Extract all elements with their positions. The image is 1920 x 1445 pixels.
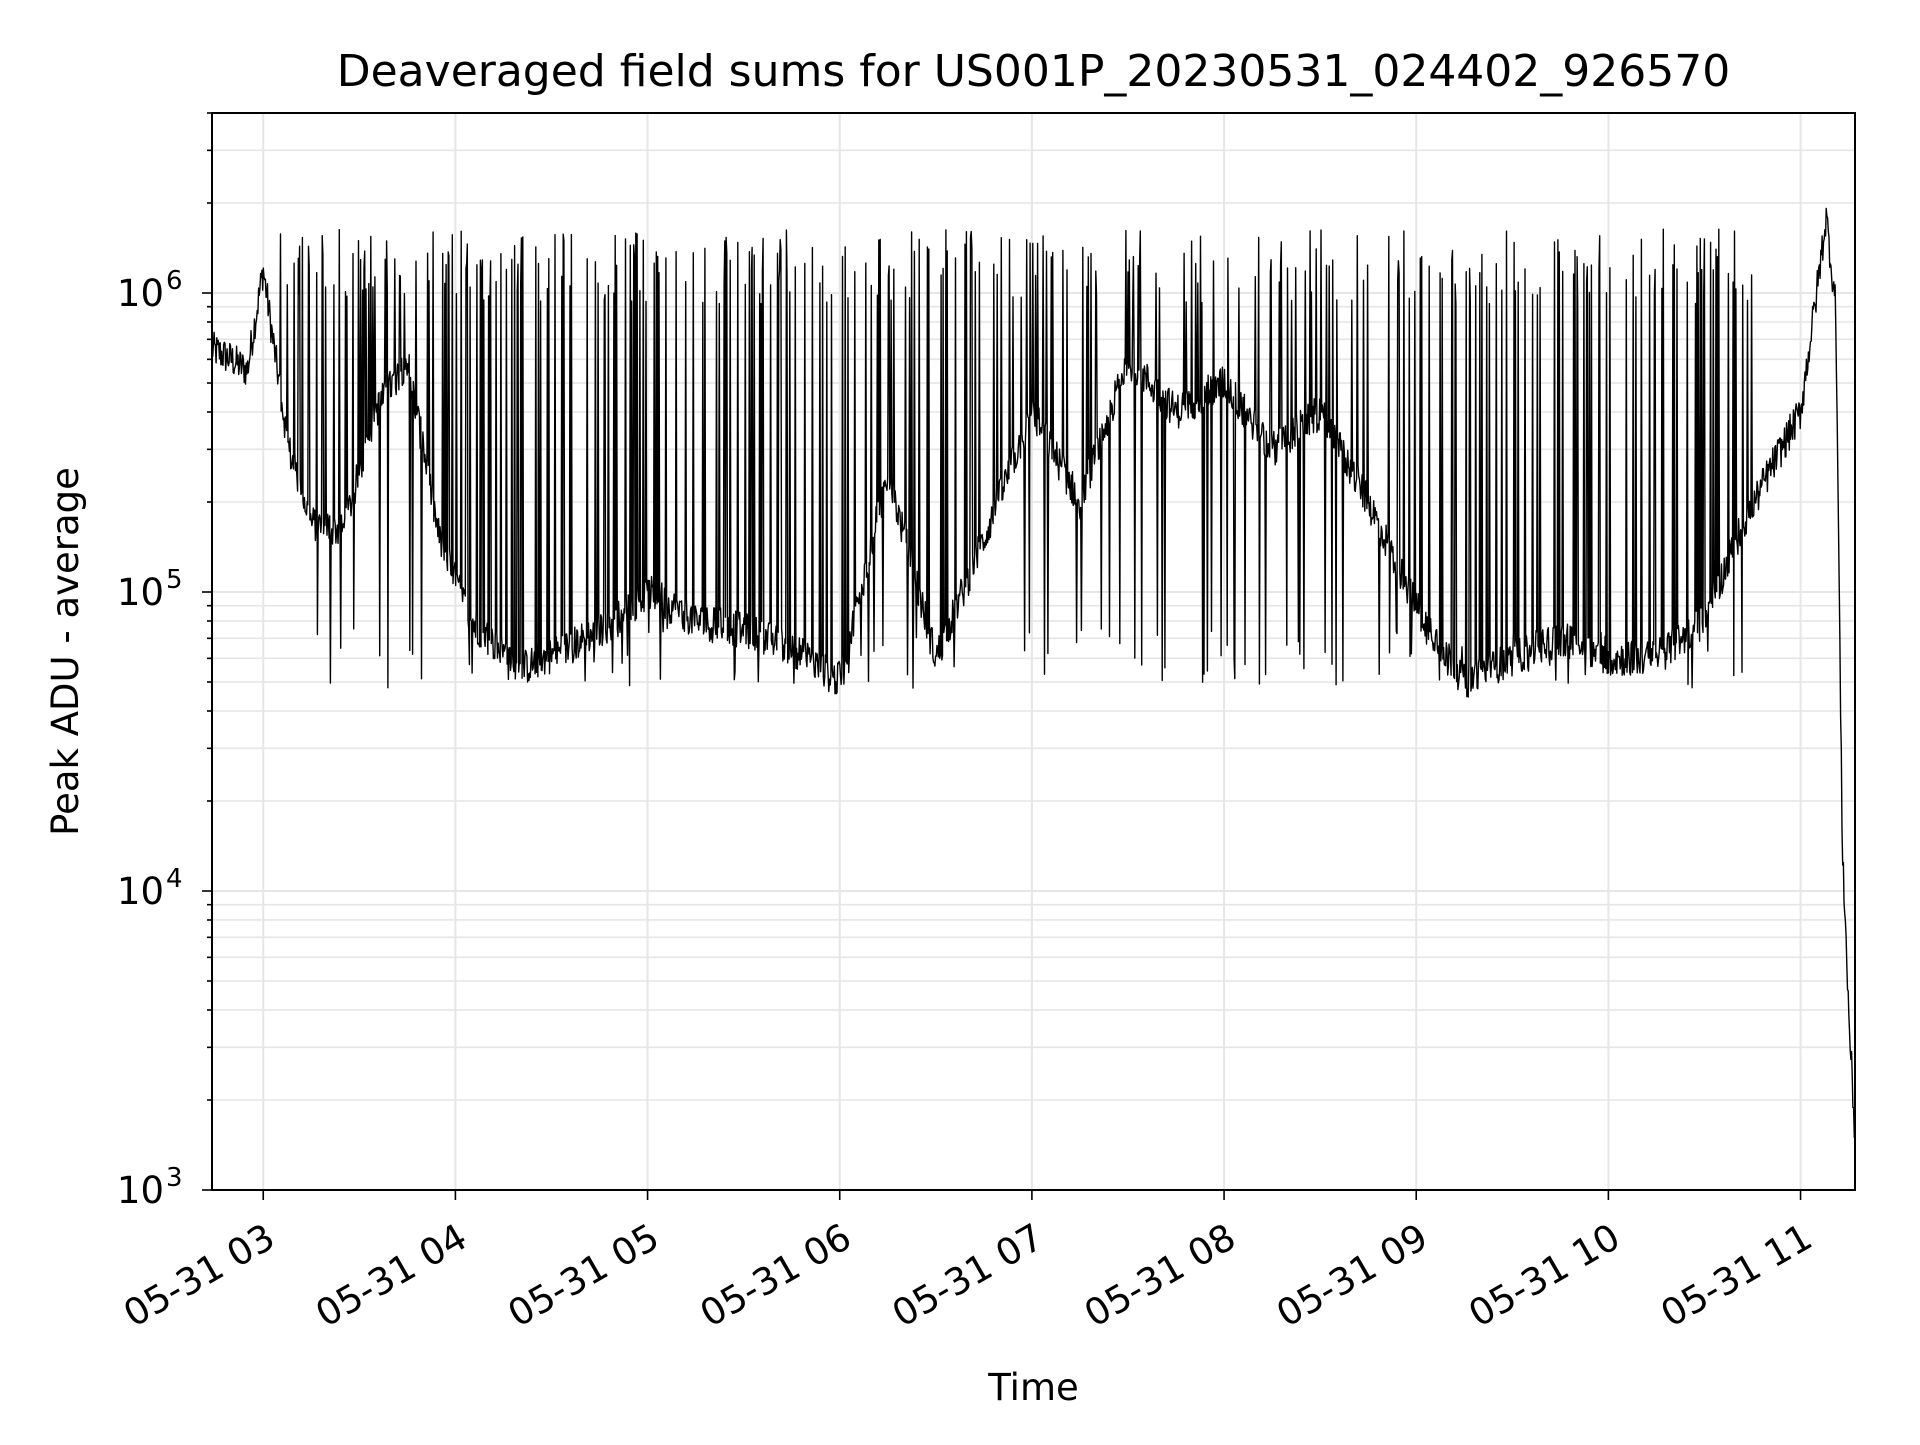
data-series bbox=[211, 207, 1856, 1139]
y-tick-label: 10 bbox=[117, 571, 164, 614]
y-tick-label: 10 bbox=[117, 272, 164, 315]
series-line bbox=[211, 207, 1856, 1139]
x-axis-label: Time bbox=[987, 1366, 1079, 1409]
y-tick-exponent: 3 bbox=[166, 1163, 183, 1193]
chart-title: Deaveraged field sums for US001P_2023053… bbox=[337, 46, 1731, 97]
y-tick-exponent: 4 bbox=[166, 864, 183, 894]
plot-frame bbox=[211, 112, 1856, 1191]
y-tick-exponent: 5 bbox=[166, 565, 183, 595]
y-tick-label: 10 bbox=[117, 1169, 164, 1212]
y-tick-exponent: 6 bbox=[166, 266, 183, 296]
y-tick-label: 10 bbox=[117, 870, 164, 913]
y-axis-label: Peak ADU - average bbox=[44, 467, 87, 836]
